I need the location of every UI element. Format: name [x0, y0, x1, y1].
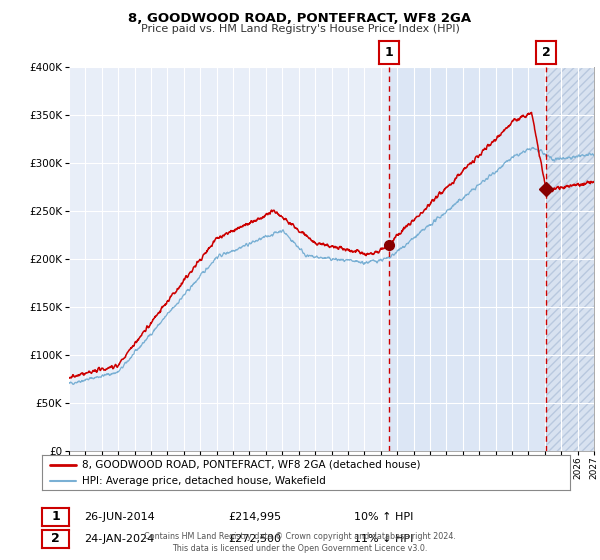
Bar [546, 67, 594, 451]
Text: 11% ↓ HPI: 11% ↓ HPI [354, 534, 413, 544]
Text: 8, GOODWOOD ROAD, PONTEFRACT, WF8 2GA (detached house): 8, GOODWOOD ROAD, PONTEFRACT, WF8 2GA (d… [82, 460, 420, 470]
Text: 8, GOODWOOD ROAD, PONTEFRACT, WF8 2GA: 8, GOODWOOD ROAD, PONTEFRACT, WF8 2GA [128, 12, 472, 25]
Text: 24-JAN-2024: 24-JAN-2024 [84, 534, 154, 544]
Text: £214,995: £214,995 [228, 512, 281, 522]
Bar [546, 67, 594, 451]
Text: 26-JUN-2014: 26-JUN-2014 [84, 512, 155, 522]
Text: Contains HM Land Registry data © Crown copyright and database right 2024.
This d: Contains HM Land Registry data © Crown c… [144, 533, 456, 553]
Text: Price paid vs. HM Land Registry's House Price Index (HPI): Price paid vs. HM Land Registry's House … [140, 24, 460, 34]
Text: 2: 2 [542, 46, 550, 59]
Text: HPI: Average price, detached house, Wakefield: HPI: Average price, detached house, Wake… [82, 475, 325, 486]
Text: 2: 2 [51, 532, 60, 545]
Text: 1: 1 [51, 510, 60, 524]
Text: 10% ↑ HPI: 10% ↑ HPI [354, 512, 413, 522]
Bar [389, 67, 546, 451]
Text: 1: 1 [385, 46, 393, 59]
Text: £272,500: £272,500 [228, 534, 281, 544]
